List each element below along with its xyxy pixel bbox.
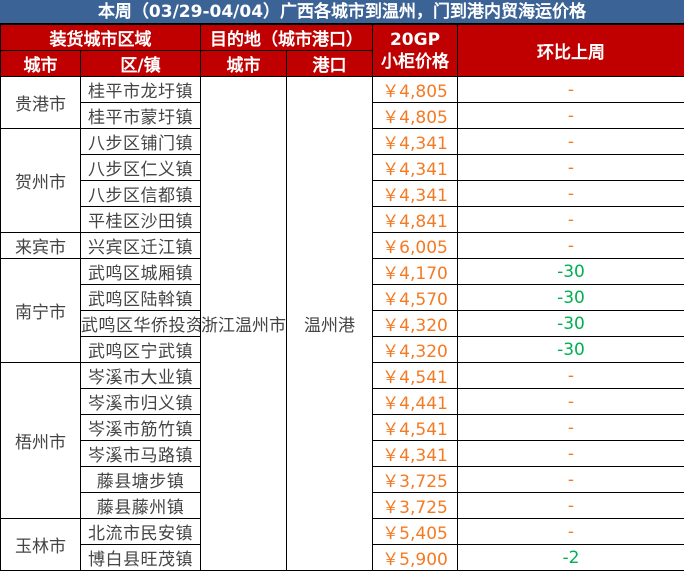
city-cell: 梧州市 — [1, 363, 81, 519]
district-cell: 岑溪市马路镇 — [81, 441, 201, 467]
header-price-line1: 20GP — [390, 30, 440, 50]
district-cell: 岑溪市大业镇 — [81, 363, 201, 389]
dest-city-cell: 浙江温州市 — [201, 77, 287, 571]
district-cell: 岑溪市筋竹镇 — [81, 415, 201, 441]
district-cell: 八步区铺门镇 — [81, 129, 201, 155]
district-cell: 藤县藤州镇 — [81, 493, 201, 519]
change-cell: - — [458, 415, 684, 441]
price-cell: ￥5,900 — [373, 545, 458, 571]
change-cell: - — [458, 233, 684, 259]
district-cell: 藤县塘步镇 — [81, 467, 201, 493]
table-row: 贵港市桂平市龙圩镇浙江温州市温州港￥4,805- — [1, 77, 684, 103]
change-cell: - — [458, 389, 684, 415]
price-cell: ￥4,341 — [373, 155, 458, 181]
change-cell: - — [458, 155, 684, 181]
change-cell: -2 — [458, 545, 684, 571]
header-price-line2: 小柜价格 — [381, 52, 449, 72]
change-cell: - — [458, 467, 684, 493]
price-cell: ￥4,541 — [373, 415, 458, 441]
price-cell: ￥4,320 — [373, 311, 458, 337]
district-cell: 武鸣区宁武镇 — [81, 337, 201, 363]
district-cell: 武鸣区华侨投资区 — [81, 311, 201, 337]
price-cell: ￥4,320 — [373, 337, 458, 363]
header-port: 港口 — [287, 51, 373, 77]
price-cell: ￥4,341 — [373, 129, 458, 155]
header-city: 城市 — [1, 51, 81, 77]
change-cell: - — [458, 207, 684, 233]
district-cell: 桂平市龙圩镇 — [81, 77, 201, 103]
port-cell: 温州港 — [287, 77, 373, 571]
district-cell: 八步区信都镇 — [81, 181, 201, 207]
city-cell: 南宁市 — [1, 259, 81, 363]
change-cell: -30 — [458, 259, 684, 285]
district-cell: 桂平市蒙圩镇 — [81, 103, 201, 129]
price-cell: ￥5,405 — [373, 519, 458, 545]
change-cell: - — [458, 77, 684, 103]
header-loading-region: 装货城市区域 — [1, 25, 201, 51]
price-cell: ￥4,805 — [373, 103, 458, 129]
price-cell: ￥6,005 — [373, 233, 458, 259]
price-cell: ￥4,570 — [373, 285, 458, 311]
header-dest-city: 城市 — [201, 51, 287, 77]
district-cell: 八步区仁义镇 — [81, 155, 201, 181]
change-cell: - — [458, 363, 684, 389]
page-title: 本周（03/29-04/04）广西各城市到温州，门到港内贸海运价格 — [0, 0, 684, 24]
header-district: 区/镇 — [81, 51, 201, 77]
change-cell: - — [458, 181, 684, 207]
change-cell: - — [458, 441, 684, 467]
city-cell: 玉林市 — [1, 519, 81, 571]
change-cell: - — [458, 519, 684, 545]
change-cell: -30 — [458, 285, 684, 311]
price-cell: ￥4,441 — [373, 389, 458, 415]
city-cell: 贵港市 — [1, 77, 81, 129]
price-cell: ￥4,170 — [373, 259, 458, 285]
price-cell: ￥4,805 — [373, 77, 458, 103]
change-cell: - — [458, 493, 684, 519]
district-cell: 北流市民安镇 — [81, 519, 201, 545]
district-cell: 平桂区沙田镇 — [81, 207, 201, 233]
header-destination: 目的地（城市港口） — [201, 25, 373, 51]
district-cell: 武鸣区城厢镇 — [81, 259, 201, 285]
district-cell: 岑溪市归义镇 — [81, 389, 201, 415]
city-cell: 来宾市 — [1, 233, 81, 259]
price-cell: ￥4,341 — [373, 441, 458, 467]
price-cell: ￥4,341 — [373, 181, 458, 207]
district-cell: 博白县旺茂镇 — [81, 545, 201, 571]
price-cell: ￥4,541 — [373, 363, 458, 389]
price-cell: ￥4,841 — [373, 207, 458, 233]
district-cell: 武鸣区陆斡镇 — [81, 285, 201, 311]
city-cell: 贺州市 — [1, 129, 81, 233]
price-cell: ￥3,725 — [373, 493, 458, 519]
change-cell: -30 — [458, 337, 684, 363]
header-change: 环比上周 — [458, 25, 684, 77]
change-cell: -30 — [458, 311, 684, 337]
change-cell: - — [458, 129, 684, 155]
change-cell: - — [458, 103, 684, 129]
price-cell: ￥3,725 — [373, 467, 458, 493]
district-cell: 兴宾区迁江镇 — [81, 233, 201, 259]
